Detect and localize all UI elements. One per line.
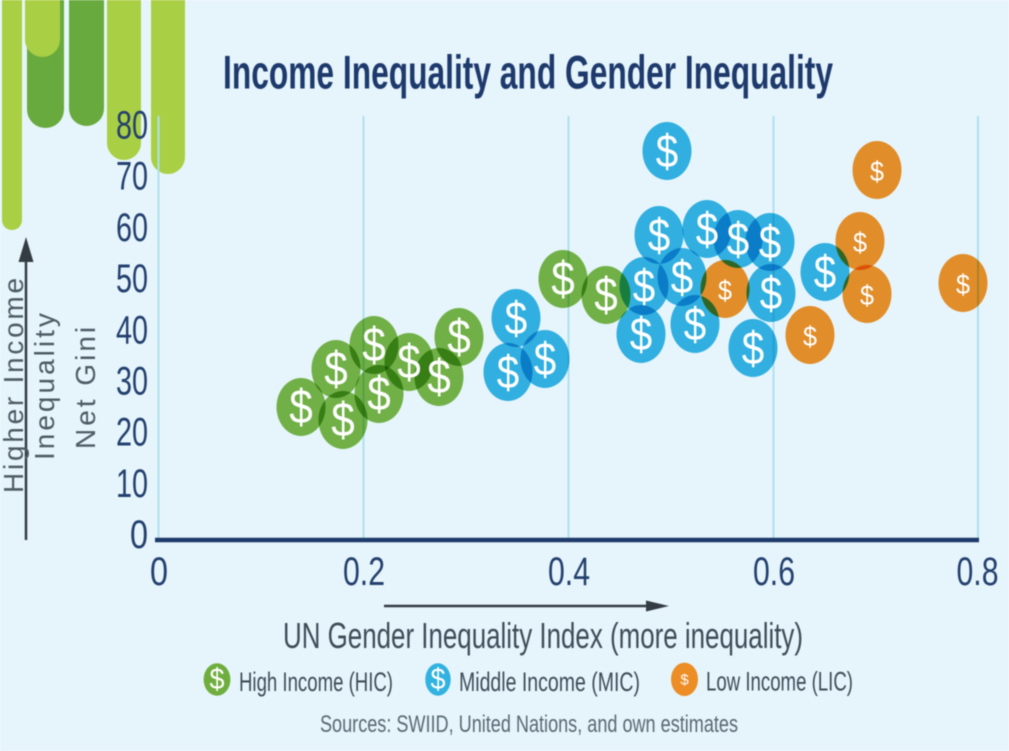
svg-text:80: 80 <box>116 104 148 148</box>
svg-text:$: $ <box>534 333 557 385</box>
svg-text:$: $ <box>289 381 313 434</box>
svg-text:Income Inequality and Gender I: Income Inequality and Gender Inequality <box>223 46 833 99</box>
svg-text:$: $ <box>551 253 575 306</box>
svg-text:Sources: SWIID, United Nations: Sources: SWIID, United Nations, and own … <box>320 711 738 738</box>
svg-text:$: $ <box>367 368 391 421</box>
svg-text:40: 40 <box>116 308 148 352</box>
svg-text:$: $ <box>633 260 656 312</box>
svg-text:10: 10 <box>116 462 148 506</box>
svg-text:$: $ <box>742 322 765 374</box>
svg-text:$: $ <box>427 351 451 404</box>
svg-text:$: $ <box>210 663 225 696</box>
svg-text:$: $ <box>324 343 348 396</box>
svg-text:50: 50 <box>116 257 148 301</box>
svg-text:$: $ <box>505 292 528 344</box>
svg-text:0.4: 0.4 <box>548 550 590 594</box>
svg-text:$: $ <box>656 125 679 177</box>
svg-text:$: $ <box>431 663 446 696</box>
svg-text:$: $ <box>447 311 471 364</box>
svg-text:60: 60 <box>116 206 148 250</box>
svg-text:Low Income (LIC): Low Income (LIC) <box>706 667 853 697</box>
svg-text:$: $ <box>860 280 874 311</box>
svg-text:$: $ <box>870 156 884 187</box>
svg-text:0.2: 0.2 <box>343 550 385 594</box>
svg-text:$: $ <box>362 319 386 372</box>
svg-text:$: $ <box>956 269 970 300</box>
svg-text:$: $ <box>497 346 520 398</box>
svg-text:UN Gender Inequality Index (mo: UN Gender Inequality Index (more inequal… <box>283 615 803 656</box>
svg-text:30: 30 <box>116 360 148 404</box>
svg-text:$: $ <box>803 321 817 352</box>
svg-text:$: $ <box>727 213 750 265</box>
svg-text:Higher Income: Higher Income <box>0 275 29 493</box>
svg-text:$: $ <box>718 275 732 306</box>
svg-text:70: 70 <box>116 155 148 199</box>
svg-text:0.6: 0.6 <box>753 550 795 594</box>
svg-text:$: $ <box>696 203 719 255</box>
svg-text:$: $ <box>648 209 671 261</box>
svg-text:$: $ <box>760 267 783 319</box>
svg-text:0: 0 <box>130 513 148 557</box>
svg-text:$: $ <box>680 672 689 689</box>
svg-text:$: $ <box>684 298 707 350</box>
svg-text:$: $ <box>814 246 837 298</box>
svg-text:$: $ <box>671 251 694 303</box>
svg-text:$: $ <box>853 227 867 258</box>
svg-text:$: $ <box>397 336 421 389</box>
svg-text:0: 0 <box>150 550 168 594</box>
svg-text:$: $ <box>331 394 355 447</box>
svg-text:$: $ <box>630 308 653 360</box>
svg-text:High Income (HIC): High Income (HIC) <box>239 667 393 697</box>
svg-text:$: $ <box>759 216 782 268</box>
svg-text:0.8: 0.8 <box>957 550 999 594</box>
svg-text:20: 20 <box>116 411 148 455</box>
svg-text:Inequality: Inequality <box>29 310 60 460</box>
svg-text:Middle Income (MIC): Middle Income (MIC) <box>459 667 640 697</box>
svg-text:Net Gini: Net Gini <box>70 324 101 449</box>
svg-text:$: $ <box>594 269 618 322</box>
